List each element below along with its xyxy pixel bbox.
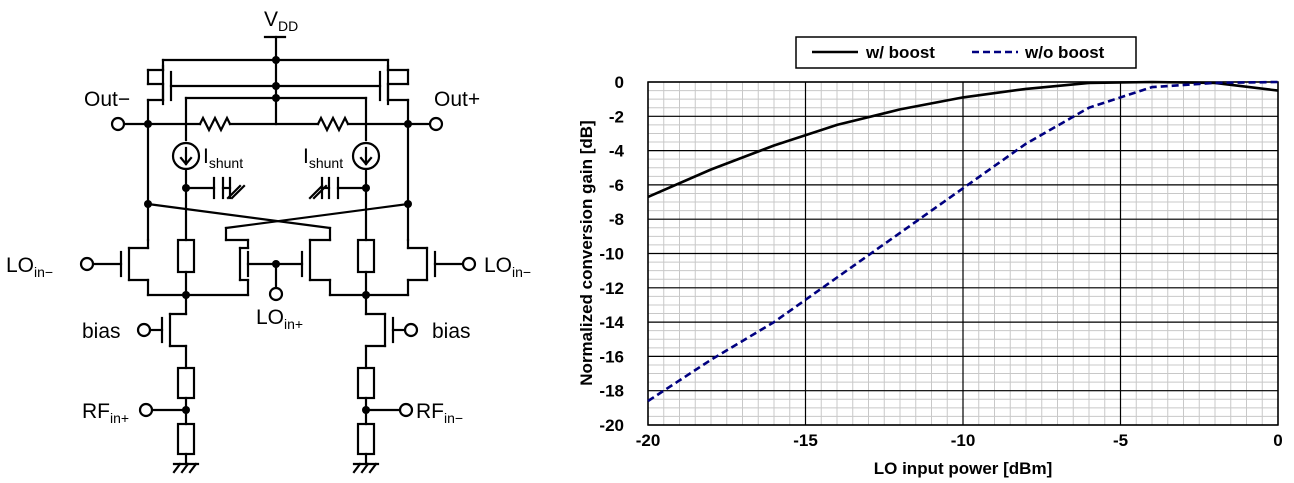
y-tick-label-9: -18 xyxy=(599,382,624,401)
x-tick-label-0: -20 xyxy=(636,431,661,450)
bias-left-label: bias xyxy=(82,320,121,343)
plot-frame xyxy=(647,81,1279,426)
mixer-schematic: VDD Out− Out+ Ishunt Ishunt LOin− LOin− … xyxy=(6,8,531,474)
x-tick-label-1: -15 xyxy=(793,431,818,450)
series-line-1 xyxy=(647,80,1279,403)
legend-label-w-boost: w/ boost xyxy=(865,43,935,62)
y-tick-label-4: -8 xyxy=(609,210,624,229)
lo-in-plus-label: LOin+ xyxy=(256,306,303,332)
out-minus-label: Out− xyxy=(84,88,130,111)
vdd-label: VDD xyxy=(264,8,298,34)
y-tick-label-5: -10 xyxy=(599,245,624,264)
rf-in-minus-label: RFin− xyxy=(416,400,463,426)
rf-in-plus-label: RFin+ xyxy=(82,400,129,426)
y-tick-label-6: -12 xyxy=(599,279,624,298)
x-tick-label-3: -5 xyxy=(1113,431,1128,450)
lo-in-minus-right-label: LOin− xyxy=(484,254,531,280)
y-tick-label-1: -2 xyxy=(609,107,624,126)
x-axis-label: LO input power [dBm] xyxy=(874,459,1052,478)
y-tick-label-0: 0 xyxy=(615,73,624,92)
lo-in-minus-left-label: LOin− xyxy=(6,254,53,280)
bias-right-label: bias xyxy=(432,320,471,343)
y-tick-label-7: -14 xyxy=(599,313,624,332)
x-tick-label-2: -10 xyxy=(951,431,976,450)
y-tick-label-10: -20 xyxy=(599,416,624,435)
y-tick-label-3: -6 xyxy=(609,176,624,195)
conversion-gain-chart: -20 -15 -10 -5 0 0 -2 -4 -6 -8 -10 -12 -14 -16 -18-20 … xyxy=(577,36,1283,478)
legend-label-wo-boost: w/o boost xyxy=(1024,43,1105,62)
y-tick-label-8: -16 xyxy=(599,347,624,366)
x-tick-label-4: 0 xyxy=(1273,431,1282,450)
ishunt-left-label: Ishunt xyxy=(203,145,243,171)
tick-labels: -20 -15 -10 -5 0 0 -2 -4 -6 -8 -10 -12 -14 -16 -18 -20 xyxy=(599,73,1282,450)
y-tick-label-2: -4 xyxy=(609,142,625,161)
ishunt-right-label: Ishunt xyxy=(303,145,343,171)
series-layer xyxy=(647,80,1279,403)
out-plus-label: Out+ xyxy=(434,88,480,111)
y-axis-label: Normalized conversion gain [dB] xyxy=(577,120,596,385)
legend: w/ boost w/o boost xyxy=(795,36,1137,69)
series-line-0 xyxy=(647,80,1279,199)
